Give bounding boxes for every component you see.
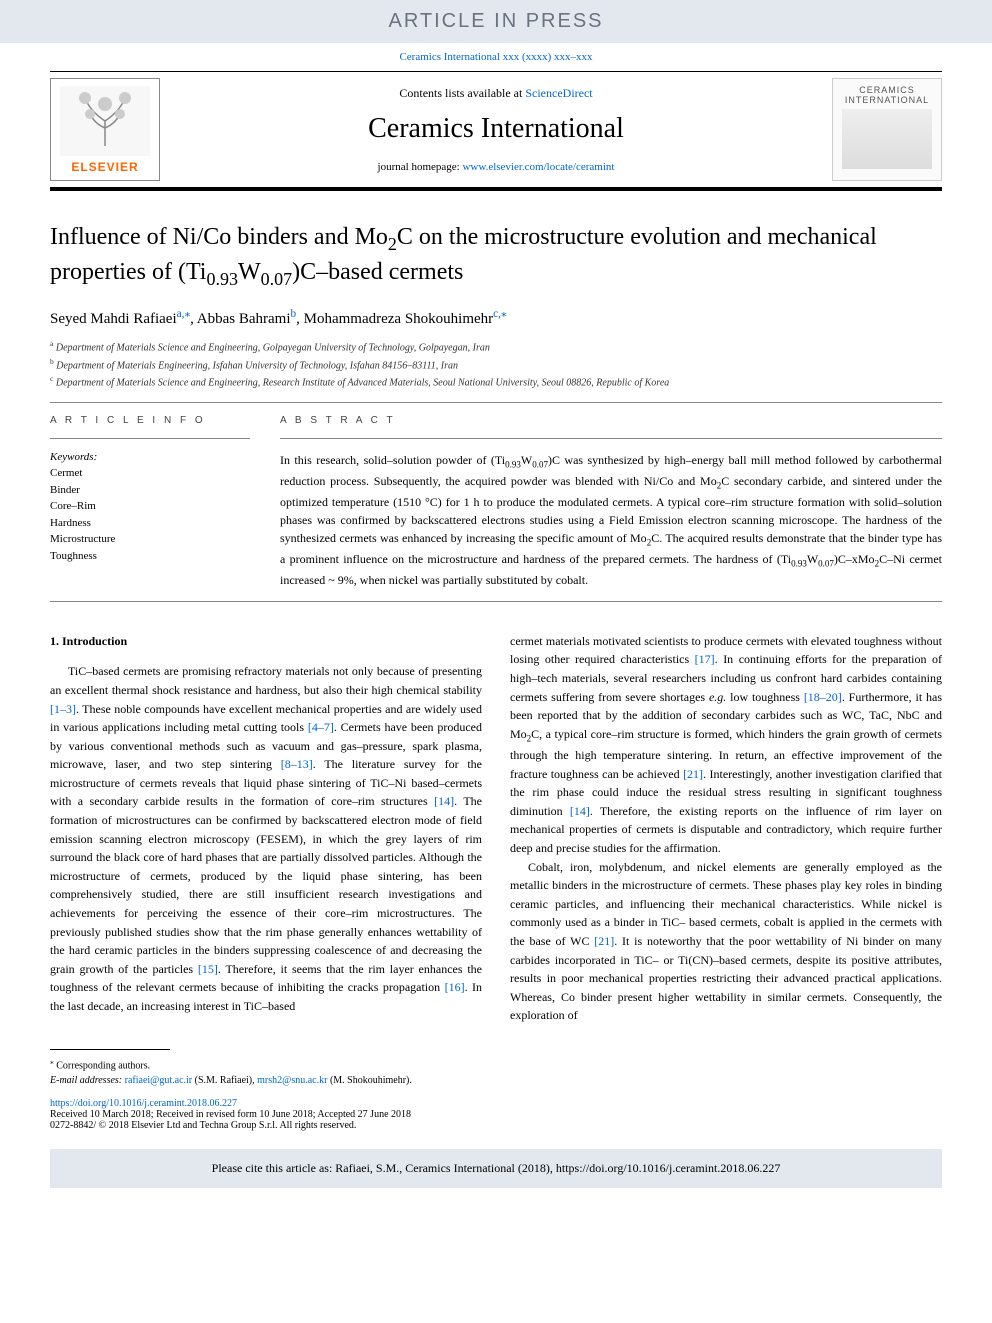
body-columns: 1. Introduction TiC–based cermets are pr…: [50, 632, 942, 1025]
author-aff-link[interactable]: b: [291, 311, 297, 327]
author-aff-link[interactable]: a,⁎: [177, 311, 190, 327]
email-link[interactable]: rafiaei@gut.ac.ir: [125, 1075, 193, 1086]
doi-block: https://doi.org/10.1016/j.ceramint.2018.…: [50, 1098, 942, 1131]
paper-title: Influence of Ni/Co binders and Mo2C on t…: [50, 221, 942, 291]
content: Influence of Ni/Co binders and Mo2C on t…: [50, 191, 942, 1131]
masthead-center: Contents lists available at ScienceDirec…: [160, 78, 832, 181]
copyright-line: 0272-8842/ © 2018 Elsevier Ltd and Techn…: [50, 1120, 356, 1131]
doi-link[interactable]: https://doi.org/10.1016/j.ceramint.2018.…: [50, 1098, 237, 1109]
cite-box: Please cite this article as: Rafiaei, S.…: [50, 1149, 942, 1188]
homepage-prefix: journal homepage:: [378, 161, 463, 173]
affiliation: a Department of Materials Science and En…: [50, 338, 942, 355]
homepage-link[interactable]: www.elsevier.com/locate/ceramint: [462, 161, 614, 173]
affiliation: b Department of Materials Engineering, I…: [50, 356, 942, 373]
contents-prefix: Contents lists available at: [399, 86, 525, 100]
affiliation: c Department of Materials Science and En…: [50, 373, 942, 390]
elsevier-brand-text: ELSEVIER: [71, 160, 138, 174]
rule-bottom: [50, 601, 942, 602]
elsevier-logo: ELSEVIER: [50, 78, 160, 181]
corr-marker: ⁎: [50, 1057, 54, 1066]
contents-line: Contents lists available at ScienceDirec…: [170, 86, 822, 101]
keyword: Core–Rim: [50, 498, 250, 515]
keyword: Hardness: [50, 515, 250, 532]
author-name: Mohammadreza Shokouhimehr: [304, 311, 494, 327]
body-left-para: TiC–based cermets are promising refracto…: [50, 662, 482, 1015]
keyword: Microstructure: [50, 531, 250, 548]
keywords-label: Keywords:: [50, 451, 250, 463]
rule-top: [50, 402, 942, 403]
keywords-list: CermetBinderCore–RimHardnessMicrostructu…: [50, 465, 250, 564]
email-label: E-mail addresses:: [50, 1075, 122, 1086]
body-right-para-2: Cobalt, iron, molybdenum, and nickel ele…: [510, 858, 942, 1025]
section-heading: 1. Introduction: [50, 632, 482, 651]
keyword: Binder: [50, 482, 250, 499]
body-right-para-1: cermet materials motivated scientists to…: [510, 632, 942, 858]
body-col-right: cermet materials motivated scientists to…: [510, 632, 942, 1025]
masthead: ELSEVIER Contents lists available at Sci…: [50, 71, 942, 191]
footnotes: ⁎ Corresponding authors. E-mail addresse…: [50, 1056, 942, 1088]
keyword: Toughness: [50, 548, 250, 565]
author-name: Abbas Bahrami: [197, 311, 291, 327]
elsevier-tree-icon: [60, 86, 150, 156]
keyword: Cermet: [50, 465, 250, 482]
cover-image: [842, 109, 932, 169]
email-line: E-mail addresses: rafiaei@gut.ac.ir (S.M…: [50, 1073, 942, 1088]
dates-line: Received 10 March 2018; Received in revi…: [50, 1109, 411, 1120]
abstract-heading: A B S T R A C T: [280, 415, 942, 426]
info-abstract-row: A R T I C L E I N F O Keywords: CermetBi…: [50, 415, 942, 589]
author-aff-link[interactable]: c,⁎: [493, 311, 506, 327]
sciencedirect-link[interactable]: ScienceDirect: [525, 86, 592, 100]
abstract: A B S T R A C T In this research, solid–…: [280, 415, 942, 589]
corresponding-note: ⁎ Corresponding authors.: [50, 1056, 942, 1073]
authors: Seyed Mahdi Rafiaeia,⁎, Abbas Bahramib, …: [50, 307, 942, 328]
email-who: (S.M. Rafiaei): [195, 1075, 253, 1086]
info-rule: [50, 438, 250, 439]
journal-name: Ceramics International: [170, 113, 822, 145]
corr-text: Corresponding authors.: [56, 1060, 150, 1071]
article-info-heading: A R T I C L E I N F O: [50, 415, 250, 426]
citation-header-link[interactable]: Ceramics International xxx (xxxx) xxx–xx…: [399, 51, 592, 63]
article-info: A R T I C L E I N F O Keywords: CermetBi…: [50, 415, 250, 589]
author-name: Seyed Mahdi Rafiaei: [50, 311, 177, 327]
footnote-separator: [50, 1049, 170, 1050]
cover-title: CERAMICS INTERNATIONAL: [839, 85, 935, 105]
email-who: (M. Shokouhimehr): [330, 1075, 409, 1086]
affiliations: a Department of Materials Science and En…: [50, 338, 942, 390]
citation-header: Ceramics International xxx (xxxx) xxx–xx…: [0, 43, 992, 71]
journal-cover: CERAMICS INTERNATIONAL: [832, 78, 942, 181]
abstract-rule: [280, 438, 942, 439]
article-in-press-banner: ARTICLE IN PRESS: [0, 0, 992, 43]
body-col-left: 1. Introduction TiC–based cermets are pr…: [50, 632, 482, 1025]
homepage-line: journal homepage: www.elsevier.com/locat…: [170, 161, 822, 173]
email-link[interactable]: mrsh2@snu.ac.kr: [257, 1075, 327, 1086]
abstract-text: In this research, solid–solution powder …: [280, 451, 942, 589]
